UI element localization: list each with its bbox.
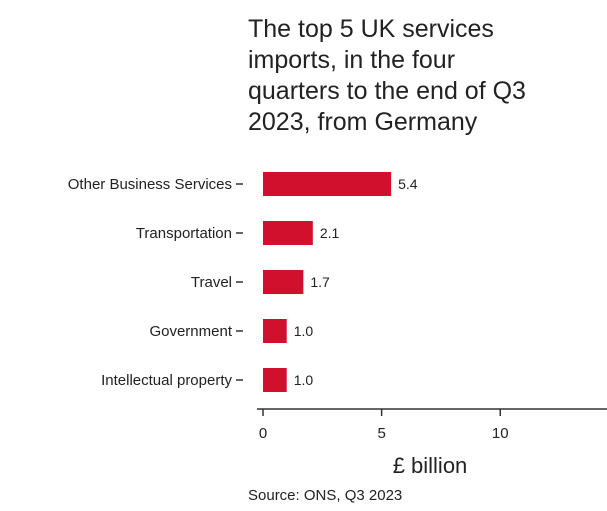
bar-value-label: 1.0 [294, 372, 314, 388]
category-label: Intellectual property [101, 372, 232, 389]
bar [263, 221, 313, 245]
x-tick-label: 10 [492, 425, 509, 442]
chart-title-line-4: 2023, from Germany [248, 108, 478, 136]
category-label: Transportation [136, 225, 232, 242]
x-axis-label: £ billion [393, 453, 468, 478]
chart-title-line-2: imports, in the four [248, 46, 456, 74]
bar [263, 319, 287, 343]
source-note: Source: ONS, Q3 2023 [248, 487, 403, 504]
bar [263, 172, 392, 196]
chart-title: The top 5 UK services imports, in the fo… [248, 14, 588, 138]
chart-title-line-1: The top 5 UK services [248, 15, 494, 43]
bar [263, 368, 287, 392]
category-label: Travel [191, 274, 232, 291]
category-label: Other Business Services [68, 176, 232, 193]
bar-value-label: 1.0 [294, 323, 314, 339]
bar-value-label: 5.4 [398, 176, 418, 192]
bar-value-label: 1.7 [310, 274, 330, 290]
bar-value-label: 2.1 [320, 225, 340, 241]
bar-chart: 5.4 Other Business Services 2.1 Transportat… [68, 172, 607, 478]
bar [263, 270, 304, 294]
x-tick-label: 5 [377, 425, 385, 442]
chart-title-line-3: quarters to the end of Q3 [248, 77, 526, 105]
category-label: Government [149, 323, 232, 340]
x-tick-label: 0 [259, 425, 267, 442]
